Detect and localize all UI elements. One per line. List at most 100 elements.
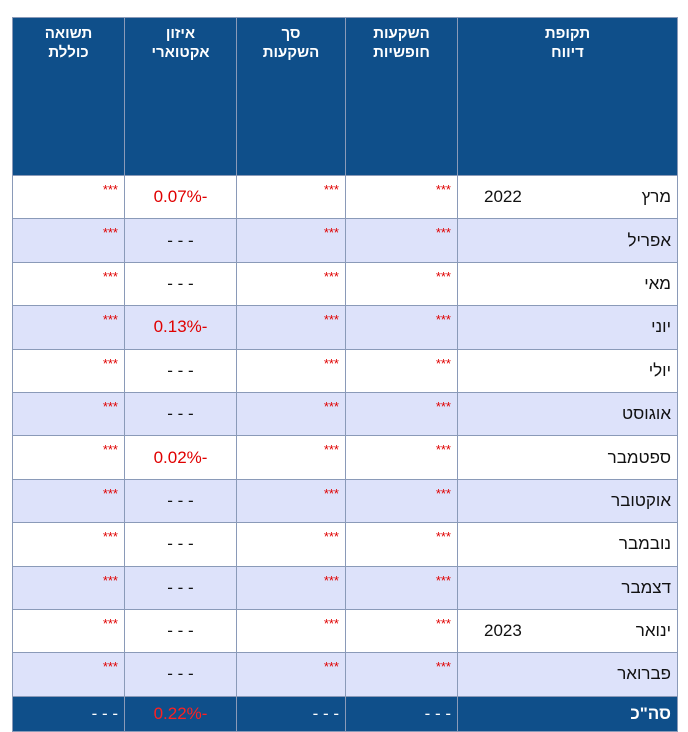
free-investments: *** — [345, 608, 458, 654]
actuarial-balance: - - - — [124, 522, 237, 567]
year: 2022 — [484, 187, 522, 207]
actuarial-balance: -0.13% — [124, 305, 237, 350]
total-return: *** — [12, 608, 125, 654]
header-row: תקופת דיווח השקעות חופשיות סך השקעות איזון … — [12, 17, 678, 176]
period-cell: דצמבר — [457, 565, 678, 610]
free-investments: *** — [345, 391, 458, 437]
period-cell: מרץ 2022 — [457, 174, 678, 220]
month: נובמבר — [618, 534, 671, 554]
month: אפריל — [627, 230, 671, 250]
year: 2023 — [484, 621, 522, 641]
total-investments: *** — [236, 348, 346, 393]
total-return: *** — [12, 261, 125, 307]
free-investments: *** — [345, 652, 458, 697]
total-return: *** — [12, 218, 125, 263]
actuarial-balance: - - - — [124, 478, 237, 524]
actuarial-balance: -0.02% — [124, 435, 237, 480]
free-investments: - - - — [345, 695, 458, 732]
month: יוני — [651, 317, 671, 337]
table-row: פברואר *** *** - - - *** — [12, 652, 678, 697]
total-return: *** — [12, 391, 125, 437]
free-investments: *** — [345, 348, 458, 393]
column-header: השקעות חופשיות — [345, 17, 458, 176]
table-row: אוגוסט *** *** - - - *** — [12, 391, 678, 437]
table-row: יולי *** *** - - - *** — [12, 348, 678, 393]
total-return: - - - — [12, 695, 125, 732]
month: סה"כ — [630, 703, 671, 723]
column-header: סך השקעות — [236, 17, 346, 176]
free-investments: *** — [345, 174, 458, 220]
period-cell: פברואר — [457, 652, 678, 697]
actuarial-balance: -0.07% — [124, 174, 237, 220]
period-cell: סה"כ — [457, 695, 678, 732]
table-row: דצמבר *** *** - - - *** — [12, 565, 678, 610]
total-investments: *** — [236, 608, 346, 654]
free-investments: *** — [345, 435, 458, 480]
actuarial-balance: - - - — [124, 218, 237, 263]
period-cell: אפריל — [457, 218, 678, 263]
table-row: יוני *** *** -0.13% *** — [12, 305, 678, 350]
total-return: *** — [12, 174, 125, 220]
table-row: מאי *** *** - - - *** — [12, 261, 678, 307]
total-investments: - - - — [236, 695, 346, 732]
free-investments: *** — [345, 478, 458, 524]
actuarial-balance: - - - — [124, 348, 237, 393]
total-return: *** — [12, 565, 125, 610]
table-row: סה"כ - - -- - - -0.22% - - - — [12, 695, 678, 732]
total-return: *** — [12, 652, 125, 697]
period-cell: יוני — [457, 305, 678, 350]
month: מרץ — [641, 187, 671, 207]
free-investments: *** — [345, 218, 458, 263]
total-investments: *** — [236, 391, 346, 437]
page: תקופת דיווח השקעות חופשיות סך השקעות איזון … — [12, 17, 678, 732]
total-return: *** — [12, 435, 125, 480]
month: ינואר — [635, 621, 671, 641]
total-investments: *** — [236, 174, 346, 220]
month: אוקטובר — [611, 490, 671, 510]
period-cell: ינואר 2023 — [457, 608, 678, 654]
total-return: *** — [12, 305, 125, 350]
total-investments: *** — [236, 435, 346, 480]
column-header: תקופת דיווח — [457, 17, 678, 176]
actuarial-balance: - - - — [124, 608, 237, 654]
period-cell: יולי — [457, 348, 678, 393]
period-cell: אוגוסט — [457, 391, 678, 437]
free-investments: *** — [345, 261, 458, 307]
month: דצמבר — [621, 577, 671, 597]
column-header: איזון אקטוארי — [124, 17, 237, 176]
returns-table: תקופת דיווח השקעות חופשיות סך השקעות איזון … — [12, 17, 678, 732]
month: יולי — [648, 360, 671, 380]
table-row: ספטמבר *** *** -0.02% *** — [12, 435, 678, 480]
total-return: *** — [12, 522, 125, 567]
total-return: *** — [12, 478, 125, 524]
actuarial-balance: -0.22% — [124, 695, 237, 732]
total-investments: *** — [236, 522, 346, 567]
total-investments: *** — [236, 305, 346, 350]
actuarial-balance: - - - — [124, 391, 237, 437]
table-row: אפריל *** *** - - - *** — [12, 218, 678, 263]
period-cell: מאי — [457, 261, 678, 307]
table-row: ינואר 2023 *** *** - - - *** — [12, 608, 678, 654]
total-investments: *** — [236, 565, 346, 610]
column-header: תשואה כוללת — [12, 17, 125, 176]
total-return: *** — [12, 348, 125, 393]
table-row: אוקטובר *** *** - - - *** — [12, 478, 678, 524]
free-investments: *** — [345, 522, 458, 567]
total-investments: *** — [236, 652, 346, 697]
actuarial-balance: - - - — [124, 565, 237, 610]
free-investments: *** — [345, 565, 458, 610]
period-cell: ספטמבר — [457, 435, 678, 480]
month: אוגוסט — [622, 404, 671, 424]
actuarial-balance: - - - — [124, 261, 237, 307]
period-cell: נובמבר — [457, 522, 678, 567]
period-cell: אוקטובר — [457, 478, 678, 524]
table-body: מרץ 2022 *** *** -0.07% *** אפריל *** *** - - - **… — [12, 174, 678, 732]
table-row: נובמבר *** *** - - - *** — [12, 522, 678, 567]
month: מאי — [644, 273, 671, 293]
table-row: מרץ 2022 *** *** -0.07% *** — [12, 174, 678, 220]
actuarial-balance: - - - — [124, 652, 237, 697]
month: ספטמבר — [607, 447, 671, 467]
total-investments: *** — [236, 261, 346, 307]
free-investments: *** — [345, 305, 458, 350]
total-investments: *** — [236, 478, 346, 524]
